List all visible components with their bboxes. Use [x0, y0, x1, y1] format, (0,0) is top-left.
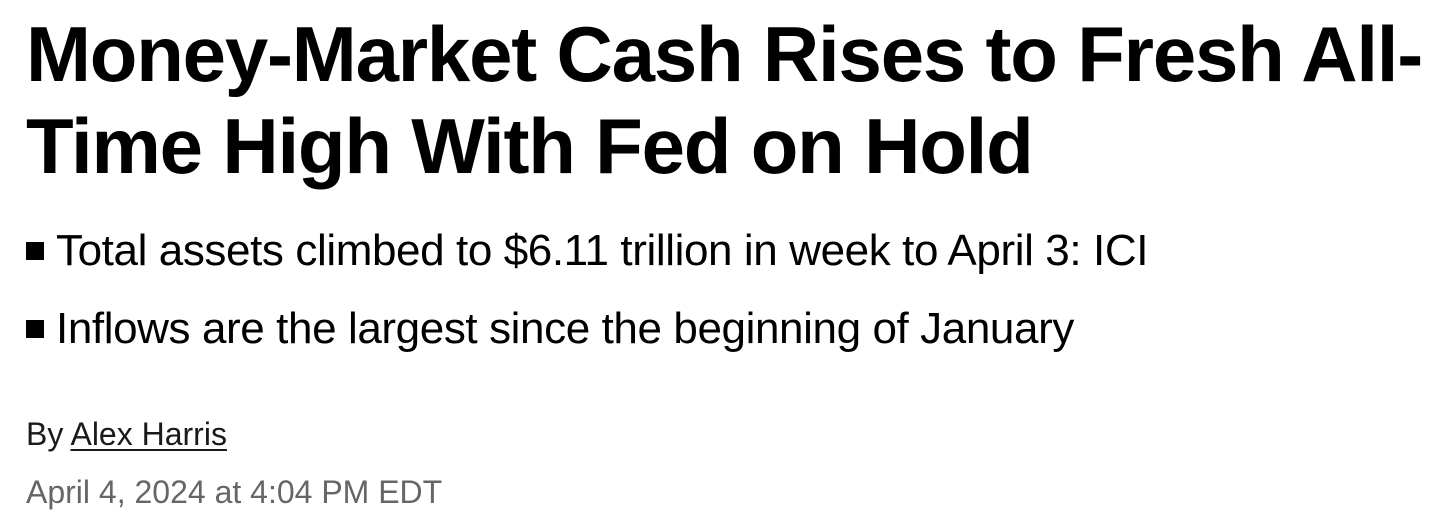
- headline: Money-Market Cash Rises to Fresh All-Tim…: [26, 10, 1423, 190]
- byline-prefix: By: [26, 416, 64, 452]
- summary-bullets: Total assets climbed to $6.11 trillion i…: [26, 212, 1436, 368]
- summary-bullet-text: Total assets climbed to $6.11 trillion i…: [56, 226, 1149, 275]
- summary-bullet-text: Inflows are the largest since the beginn…: [56, 304, 1074, 353]
- author-link[interactable]: Alex Harris: [70, 416, 227, 452]
- byline: By Alex Harris: [26, 412, 227, 456]
- summary-bullet-item: Inflows are the largest since the beginn…: [26, 290, 1436, 368]
- publish-timestamp: April 4, 2024 at 4:04 PM EDT: [26, 474, 443, 510]
- summary-bullet-item: Total assets climbed to $6.11 trillion i…: [26, 212, 1436, 290]
- square-bullet-icon: [26, 242, 44, 260]
- article-header: Money-Market Cash Rises to Fresh All-Tim…: [26, 0, 1446, 521]
- square-bullet-icon: [26, 320, 44, 338]
